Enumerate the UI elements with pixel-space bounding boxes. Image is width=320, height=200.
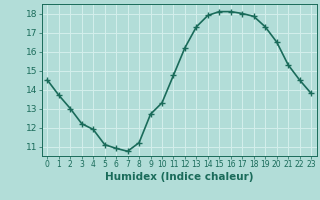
X-axis label: Humidex (Indice chaleur): Humidex (Indice chaleur) (105, 172, 253, 182)
